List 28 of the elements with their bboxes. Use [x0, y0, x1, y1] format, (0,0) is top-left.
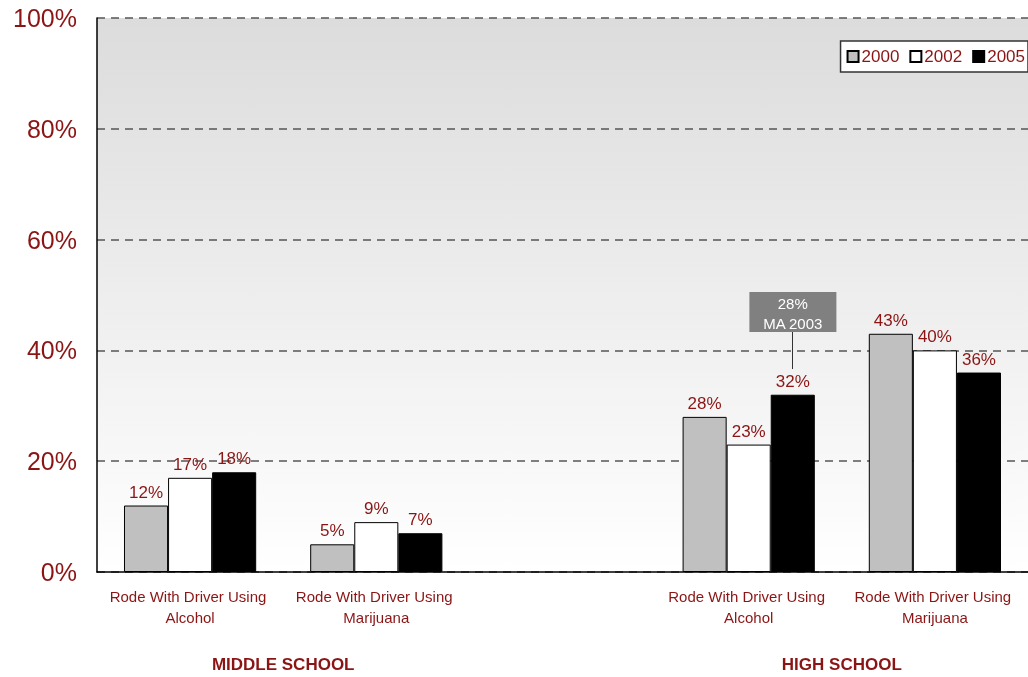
data-label: 18% — [217, 449, 252, 469]
annotation: 28% MA 2003 — [749, 291, 837, 332]
y-tick-label: 60% — [26, 225, 77, 254]
data-label: 28% — [687, 393, 722, 413]
x-tick-label: Rode With Driver Using Alcohol — [109, 588, 271, 626]
x-tick-label: Rode With Driver Using Alcohol — [668, 588, 830, 626]
data-label: 23% — [731, 421, 766, 441]
data-label: 7% — [408, 510, 433, 530]
x-tick-label: Rode With Driver Using Marijuana — [295, 588, 457, 626]
legend-label: 2002 — [924, 47, 963, 66]
data-label: 32% — [775, 371, 810, 391]
data-label: 43% — [873, 310, 908, 330]
y-tick-label: 40% — [26, 336, 77, 365]
y-tick-label: 100% — [13, 4, 77, 32]
data-label: 36% — [961, 349, 996, 369]
data-label: 9% — [364, 499, 389, 519]
legend-label: 2000 — [861, 47, 900, 66]
data-label: 5% — [319, 521, 345, 541]
y-tick-label: 80% — [26, 114, 77, 143]
text: MIDDLE SCHOOL — [211, 654, 355, 676]
x-tick-label: Rode With Driver Using Marijuana — [854, 588, 1016, 626]
data-label: 17% — [173, 454, 208, 474]
data-label: 40% — [917, 327, 952, 347]
data-label: 12% — [129, 482, 164, 502]
text: HIGH SCHOOL — [781, 654, 902, 676]
y-tick-label: 0% — [40, 558, 77, 586]
y-tick-label: 20% — [26, 447, 77, 476]
legend-label: 2005 — [987, 47, 1026, 66]
